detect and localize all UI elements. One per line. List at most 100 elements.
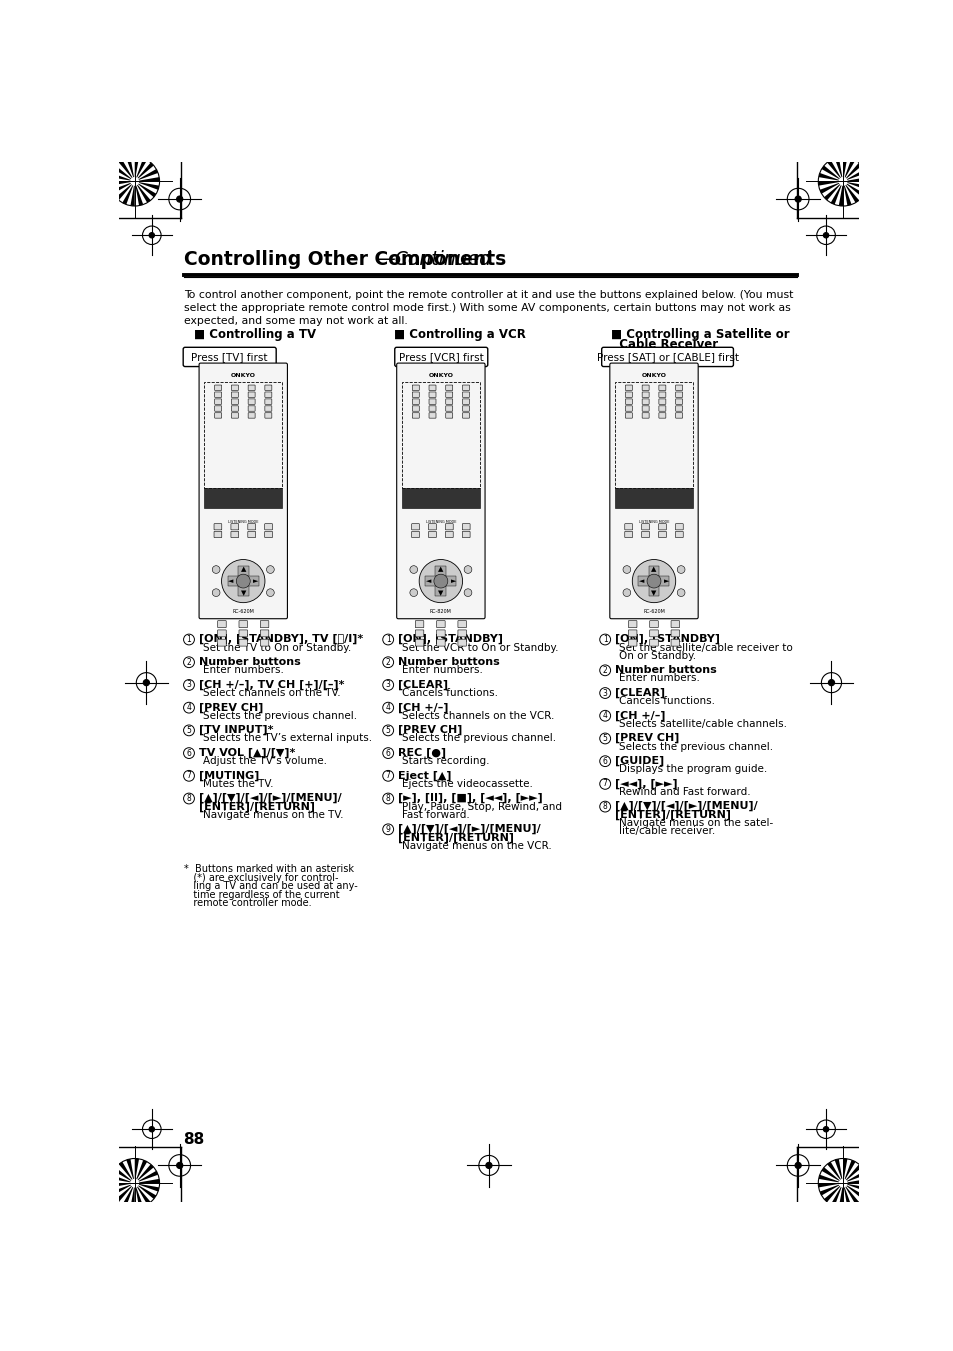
Text: 8: 8 — [385, 794, 390, 802]
Text: [MUTING]: [MUTING] — [199, 770, 259, 781]
Wedge shape — [134, 181, 159, 189]
Circle shape — [838, 1178, 846, 1188]
Text: [▲]/[▼]/[◄]/[►]/[MENU]/: [▲]/[▼]/[◄]/[►]/[MENU]/ — [615, 801, 758, 812]
Text: Ejects the videocassette.: Ejects the videocassette. — [402, 780, 533, 789]
Text: ◄: ◄ — [425, 578, 431, 584]
FancyBboxPatch shape — [248, 385, 254, 390]
Text: [PREV CH]: [PREV CH] — [199, 703, 263, 712]
Wedge shape — [842, 162, 862, 181]
Circle shape — [410, 566, 417, 573]
FancyBboxPatch shape — [429, 405, 436, 411]
FancyBboxPatch shape — [625, 385, 632, 390]
Text: remote controller mode.: remote controller mode. — [183, 898, 311, 908]
FancyBboxPatch shape — [231, 524, 238, 530]
Text: [ON], [STANDBY]: [ON], [STANDBY] — [397, 634, 503, 644]
Wedge shape — [826, 1162, 842, 1183]
FancyBboxPatch shape — [260, 639, 269, 646]
Wedge shape — [842, 158, 855, 181]
FancyBboxPatch shape — [217, 639, 226, 646]
Wedge shape — [110, 181, 134, 185]
FancyBboxPatch shape — [462, 392, 469, 397]
Text: [◄◄], [►►]: [◄◄], [►►] — [615, 778, 678, 789]
Text: [CH +/–]: [CH +/–] — [397, 703, 448, 712]
FancyBboxPatch shape — [624, 531, 632, 538]
Text: 3: 3 — [385, 681, 390, 689]
Circle shape — [110, 1159, 159, 1208]
FancyBboxPatch shape — [445, 524, 453, 530]
Circle shape — [464, 589, 472, 597]
Wedge shape — [842, 1165, 862, 1183]
Text: Selects channels on the VCR.: Selects channels on the VCR. — [402, 711, 554, 720]
FancyBboxPatch shape — [214, 405, 221, 411]
Circle shape — [221, 559, 265, 603]
Text: Number buttons: Number buttons — [397, 657, 499, 667]
Wedge shape — [842, 169, 865, 181]
FancyBboxPatch shape — [659, 413, 665, 419]
FancyBboxPatch shape — [436, 639, 445, 646]
Text: ►: ► — [450, 578, 456, 584]
Text: lite/cable receiver.: lite/cable receiver. — [618, 827, 715, 836]
Wedge shape — [134, 177, 159, 181]
Text: 2: 2 — [602, 666, 607, 674]
FancyBboxPatch shape — [232, 399, 238, 404]
Text: 3: 3 — [187, 681, 192, 689]
Wedge shape — [842, 1179, 867, 1183]
Wedge shape — [830, 1183, 842, 1206]
FancyBboxPatch shape — [265, 392, 272, 397]
FancyBboxPatch shape — [217, 630, 226, 636]
FancyBboxPatch shape — [659, 392, 665, 397]
FancyBboxPatch shape — [658, 531, 665, 538]
Wedge shape — [838, 181, 842, 205]
Text: Displays the program guide.: Displays the program guide. — [618, 765, 766, 774]
FancyBboxPatch shape — [429, 392, 436, 397]
Text: Selects the previous channel.: Selects the previous channel. — [203, 711, 356, 720]
Text: 4: 4 — [187, 703, 192, 712]
Text: 5: 5 — [385, 725, 390, 735]
Circle shape — [485, 1162, 492, 1169]
Wedge shape — [842, 1183, 866, 1192]
Wedge shape — [115, 181, 134, 200]
FancyBboxPatch shape — [415, 630, 423, 636]
Wedge shape — [119, 1162, 134, 1183]
Text: Rewind and Fast forward.: Rewind and Fast forward. — [618, 788, 750, 797]
Text: 6: 6 — [385, 748, 390, 758]
Wedge shape — [823, 181, 842, 200]
FancyBboxPatch shape — [412, 531, 419, 538]
Text: Eject [▲]: Eject [▲] — [397, 770, 452, 781]
Wedge shape — [134, 1183, 159, 1192]
FancyBboxPatch shape — [248, 399, 254, 404]
FancyBboxPatch shape — [265, 399, 272, 404]
FancyBboxPatch shape — [429, 399, 436, 404]
Text: [▲]/[▼]/[◄]/[►]/[MENU]/: [▲]/[▼]/[◄]/[►]/[MENU]/ — [397, 824, 540, 834]
Wedge shape — [842, 1159, 846, 1183]
FancyBboxPatch shape — [232, 392, 238, 397]
Text: Play, Pause, Stop, Rewind, and: Play, Pause, Stop, Rewind, and — [402, 801, 561, 812]
Text: 7: 7 — [385, 771, 390, 781]
Text: ►: ► — [253, 578, 258, 584]
Text: To control another component, point the remote controller at it and use the butt: To control another component, point the … — [183, 290, 792, 326]
Wedge shape — [134, 1183, 143, 1208]
Text: 7: 7 — [187, 771, 192, 781]
Circle shape — [143, 680, 150, 686]
Wedge shape — [134, 157, 139, 181]
Circle shape — [822, 1127, 828, 1132]
Text: 1: 1 — [602, 635, 607, 644]
FancyBboxPatch shape — [265, 413, 272, 419]
Text: 5: 5 — [187, 725, 192, 735]
Circle shape — [622, 566, 630, 573]
FancyBboxPatch shape — [214, 399, 221, 404]
Text: ◄: ◄ — [228, 578, 233, 584]
FancyBboxPatch shape — [248, 524, 255, 530]
FancyBboxPatch shape — [641, 385, 648, 390]
Wedge shape — [134, 1165, 153, 1183]
Text: time regardless of the current: time regardless of the current — [183, 890, 339, 900]
Text: 8: 8 — [602, 802, 607, 811]
Text: Selects satellite/cable channels.: Selects satellite/cable channels. — [618, 719, 786, 728]
Wedge shape — [842, 1161, 855, 1183]
Wedge shape — [126, 157, 134, 181]
Bar — [435, 566, 446, 597]
FancyBboxPatch shape — [213, 531, 221, 538]
Wedge shape — [819, 181, 842, 193]
Text: ■ Controlling a Satellite or: ■ Controlling a Satellite or — [610, 328, 788, 342]
Wedge shape — [842, 1183, 851, 1208]
